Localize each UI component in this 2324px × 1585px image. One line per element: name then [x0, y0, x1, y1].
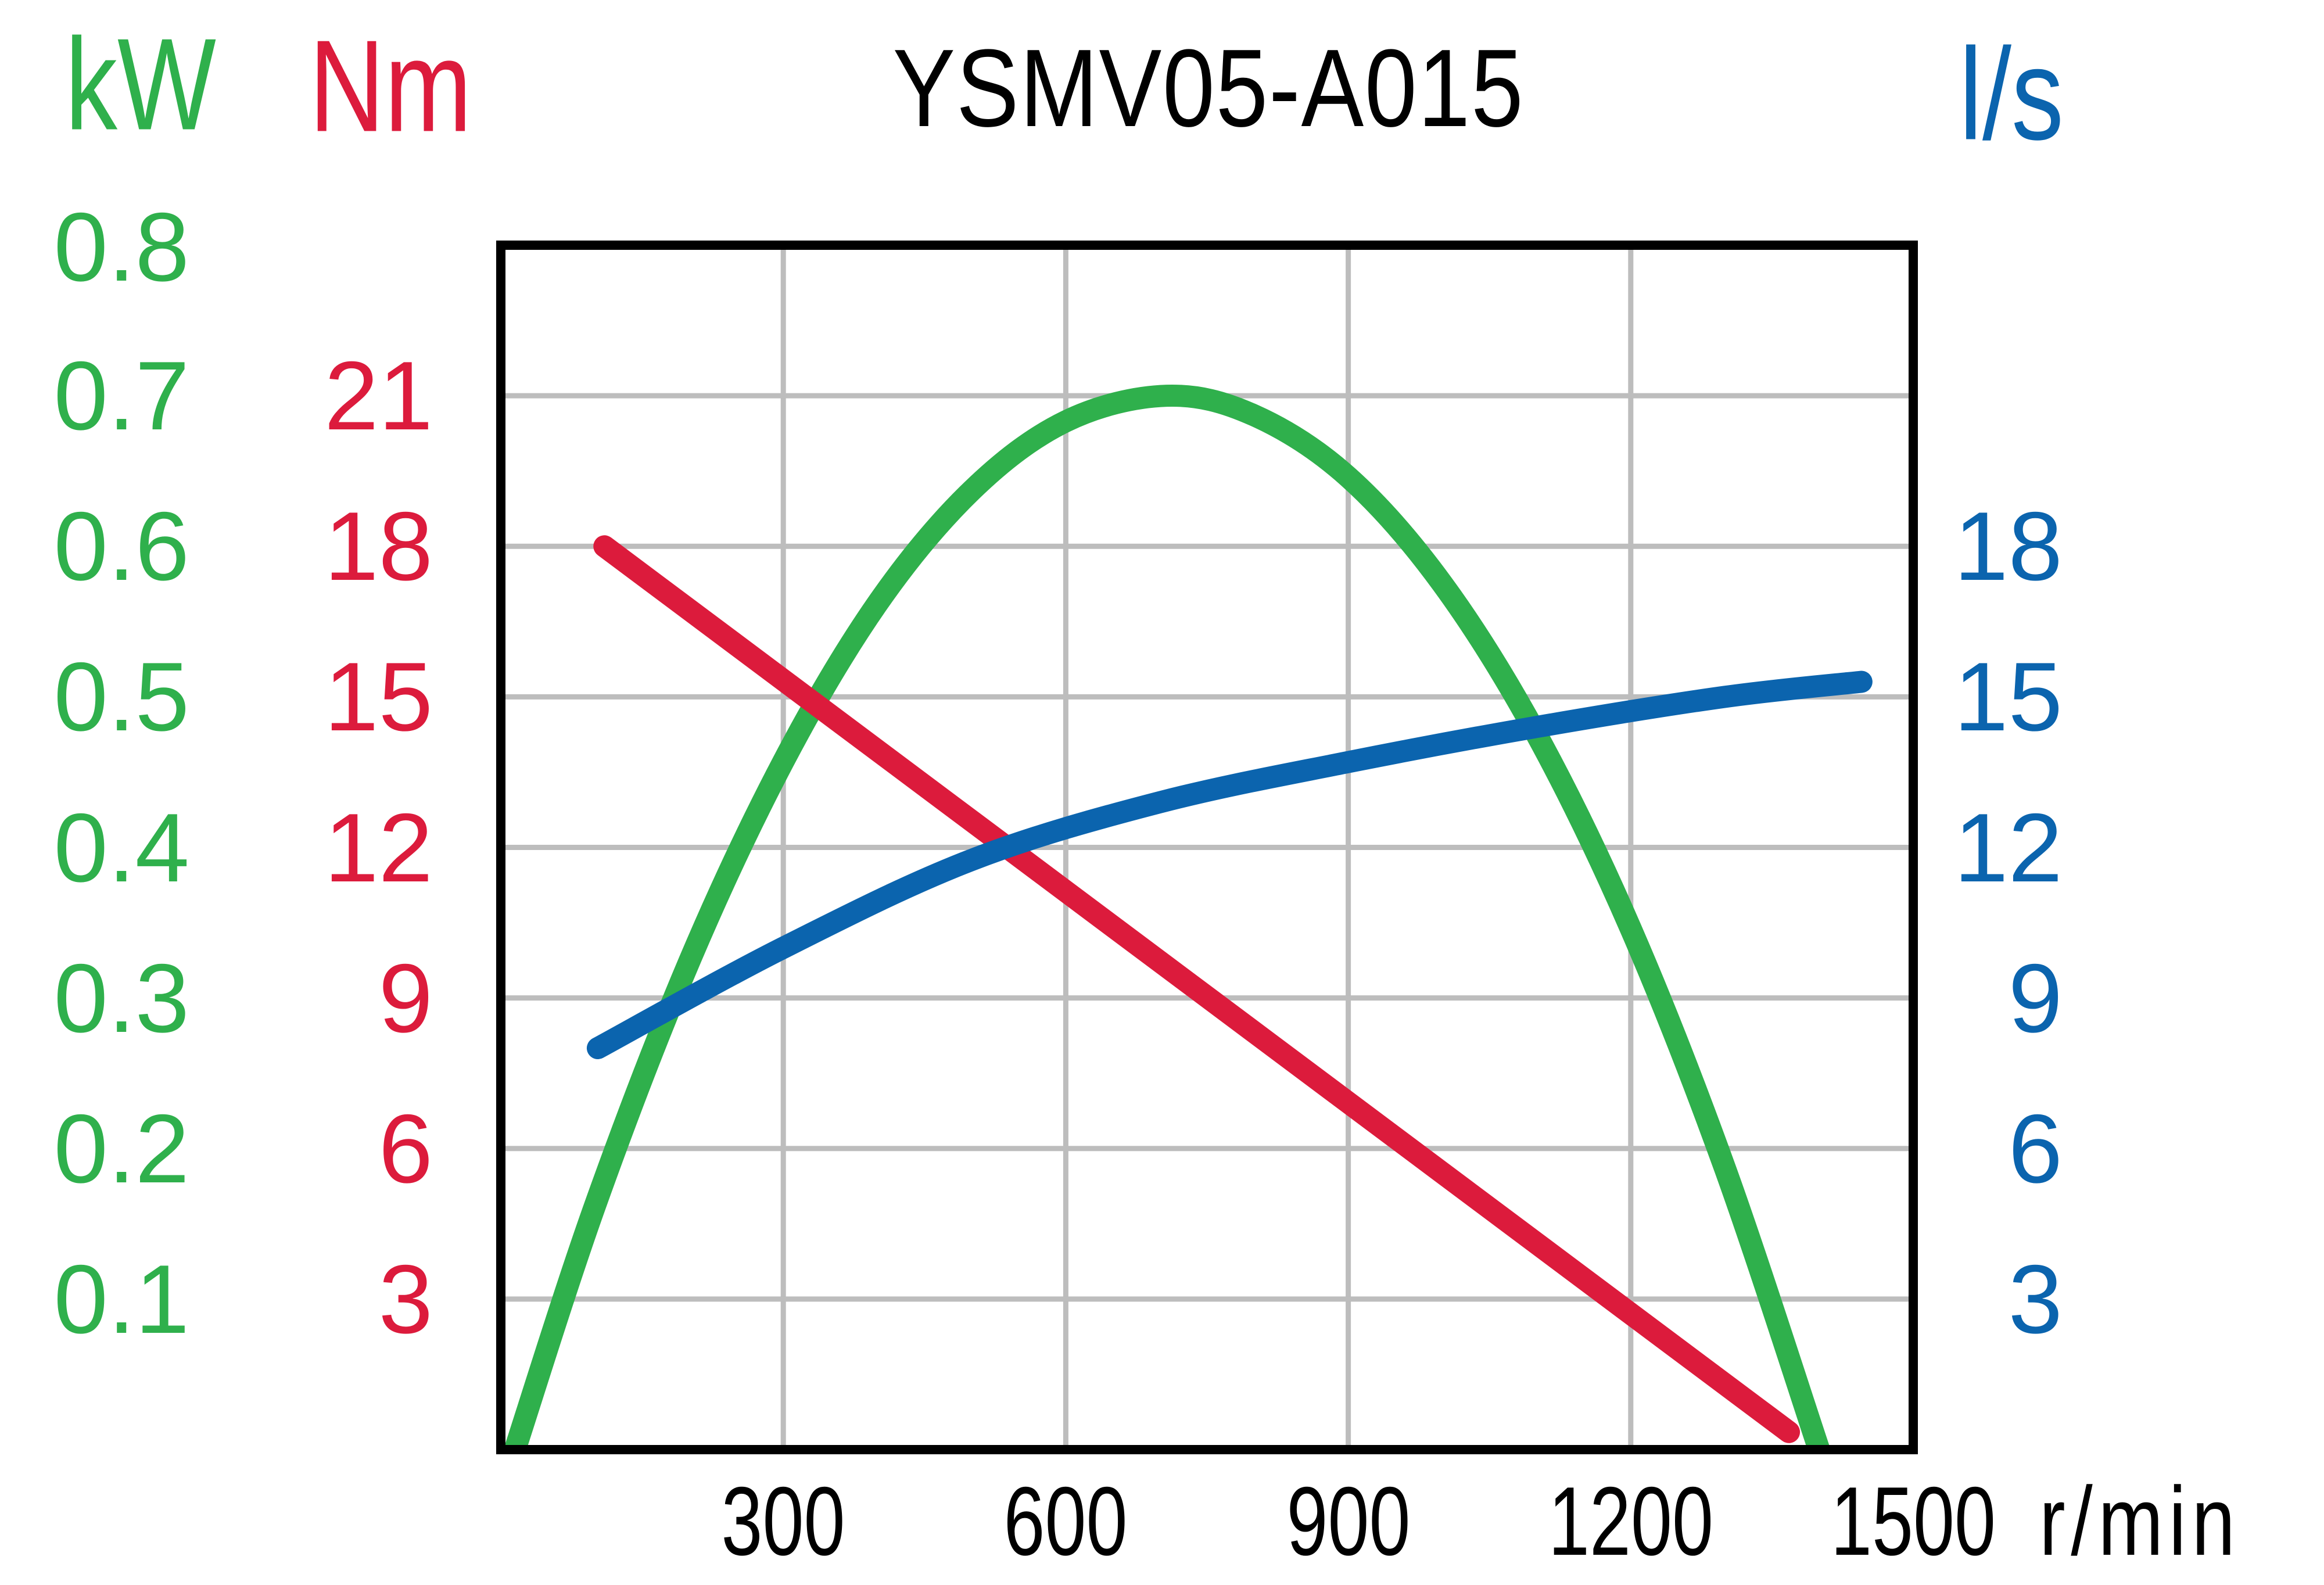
flow-axis-unit-label: l/s: [1959, 20, 2064, 167]
torque-axis-tick: 12: [324, 793, 433, 902]
plot-border: [496, 241, 1918, 1454]
flow-curve: [586, 670, 1873, 1059]
torque-axis-tick: 3: [378, 1245, 433, 1354]
torque-axis-tick: 18: [324, 492, 433, 601]
power-curve: [505, 384, 1830, 1445]
flow-axis-tick: 12: [1954, 793, 2063, 902]
speed-axis-tick: 600: [1003, 1466, 1128, 1576]
torque-axis-tick: 21: [324, 341, 433, 450]
flow-axis-tick: 9: [2008, 944, 2063, 1053]
power-axis-tick: 0.2: [53, 1094, 189, 1203]
speed-axis-tick: 900: [1286, 1466, 1411, 1576]
power-axis-tick: 0.7: [53, 341, 189, 450]
speed-axis-tick: 300: [721, 1466, 845, 1576]
speed-axis-tick: 1500: [1830, 1466, 1996, 1576]
speed-axis-unit-label: r/min: [2039, 1466, 2241, 1576]
power-axis-tick: 0.8: [53, 192, 189, 302]
grid-lines: [505, 250, 1909, 1445]
power-axis-tick: 0.1: [53, 1245, 189, 1354]
torque-axis-tick: 15: [324, 642, 433, 751]
power-axis-tick: 0.5: [53, 642, 189, 751]
torque-curve: [593, 535, 1801, 1443]
page-title: YSMV05-A015: [892, 27, 1525, 150]
flow-axis-tick: 6: [2008, 1094, 2063, 1203]
power-axis-tick: 0.4: [53, 793, 189, 902]
speed-axis-tick: 1200: [1548, 1466, 1714, 1576]
power-axis-unit-label: kW: [65, 10, 216, 157]
flow-axis-tick: 3: [2008, 1245, 2063, 1354]
torque-axis-tick: 6: [378, 1094, 433, 1203]
power-axis-tick: 0.3: [53, 944, 189, 1053]
flow-axis-tick: 15: [1954, 642, 2063, 751]
power-axis-tick: 0.6: [53, 492, 189, 601]
curve-group: [505, 384, 1873, 1445]
torque-axis-tick: 9: [378, 944, 433, 1053]
flow-axis-tick: 18: [1954, 492, 2063, 601]
torque-axis-unit-label: Nm: [309, 12, 472, 159]
